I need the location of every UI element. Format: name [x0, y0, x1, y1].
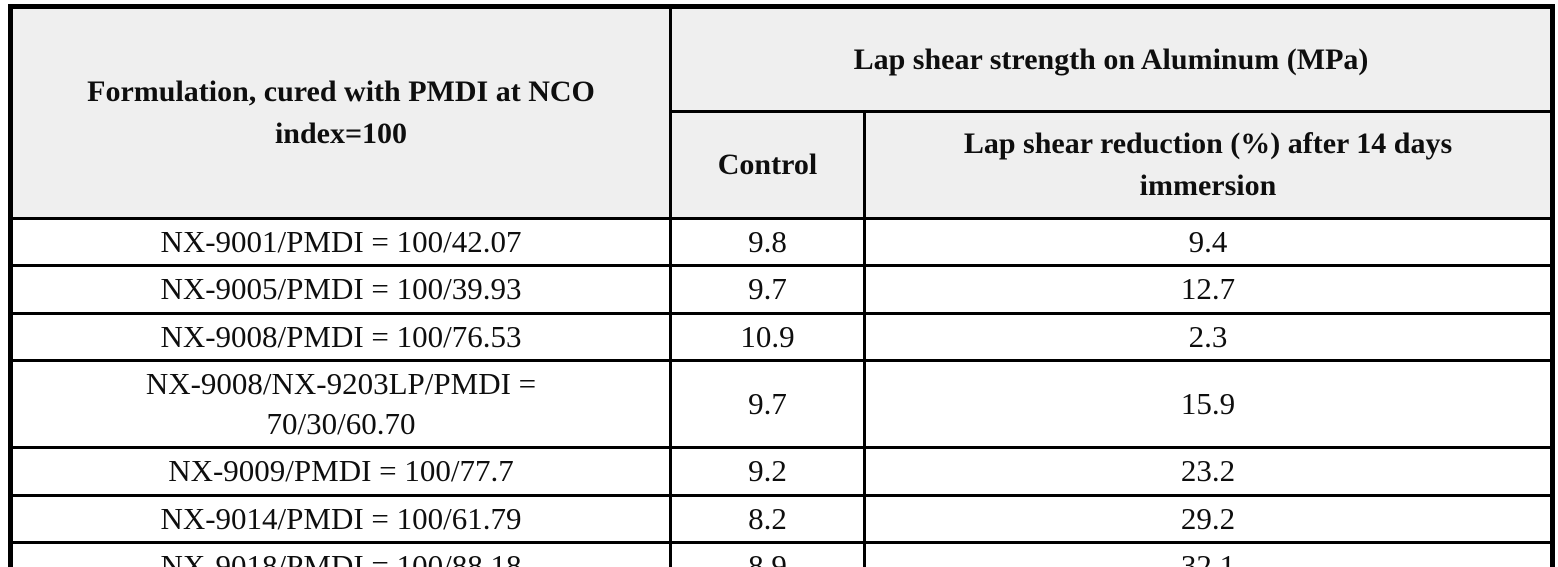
- control-cell: 9.2: [669, 446, 866, 497]
- formulation-header-cell: Formulation, cured with PMDI at NCO inde…: [9, 5, 672, 220]
- control-cell: 9.7: [669, 358, 866, 450]
- lap-shear-table: Formulation, cured with PMDI at NCO inde…: [8, 4, 1555, 567]
- table-row: NX-9001/PMDI = 100/42.07 9.8 9.4: [9, 216, 1554, 268]
- header-row-top: Formulation, cured with PMDI at NCO inde…: [9, 5, 1554, 220]
- reduction-cell: 9.4: [863, 216, 1554, 268]
- table-row: NX-9009/PMDI = 100/77.7 9.2 23.2: [9, 446, 1554, 497]
- formulation-cell: NX-9018/PMDI = 100/88.18: [9, 541, 672, 567]
- table-row: NX-9008/PMDI = 100/76.53 10.9 2.3: [9, 311, 1554, 362]
- reduction-cell: 23.2: [863, 446, 1554, 497]
- reduction-cell: 12.7: [863, 264, 1554, 315]
- table-row: NX-9018/PMDI = 100/88.18 8.9 32.1: [9, 541, 1554, 567]
- formulation-cell: NX-9008/PMDI = 100/76.53: [9, 311, 672, 362]
- reduction-cell: 29.2: [863, 493, 1554, 545]
- table-row: NX-9014/PMDI = 100/61.79 8.2 29.2: [9, 493, 1554, 545]
- header-row-sub: Control Lap shear reduction (%) after 14…: [11, 110, 1554, 220]
- formulation-cell: NX-9014/PMDI = 100/61.79: [9, 493, 672, 545]
- table-row: NX-9008/NX-9203LP/PMDI = 70/30/60.70 9.7…: [9, 358, 1554, 450]
- control-cell: 9.8: [669, 216, 866, 268]
- control-cell: 10.9: [669, 311, 866, 362]
- control-cell: 9.7: [669, 264, 866, 315]
- group-header-cell: Lap shear strength on Aluminum (MPa): [669, 5, 1554, 113]
- formulation-cell: NX-9009/PMDI = 100/77.7: [9, 446, 672, 497]
- reduction-cell: 2.3: [863, 311, 1554, 362]
- formulation-cell: NX-9008/NX-9203LP/PMDI = 70/30/60.70: [9, 358, 672, 450]
- reduction-cell: 32.1: [863, 541, 1554, 567]
- formulation-cell: NX-9001/PMDI = 100/42.07: [9, 216, 672, 268]
- control-cell: 8.9: [669, 541, 866, 567]
- reduction-cell: 15.9: [863, 358, 1554, 450]
- formulation-cell: NX-9005/PMDI = 100/39.93: [9, 264, 672, 315]
- reduction-header-cell: Lap shear reduction (%) after 14 days im…: [863, 110, 1554, 220]
- control-header-cell: Control: [669, 110, 866, 220]
- table-row: NX-9005/PMDI = 100/39.93 9.7 12.7: [9, 264, 1554, 315]
- control-cell: 8.2: [669, 493, 866, 545]
